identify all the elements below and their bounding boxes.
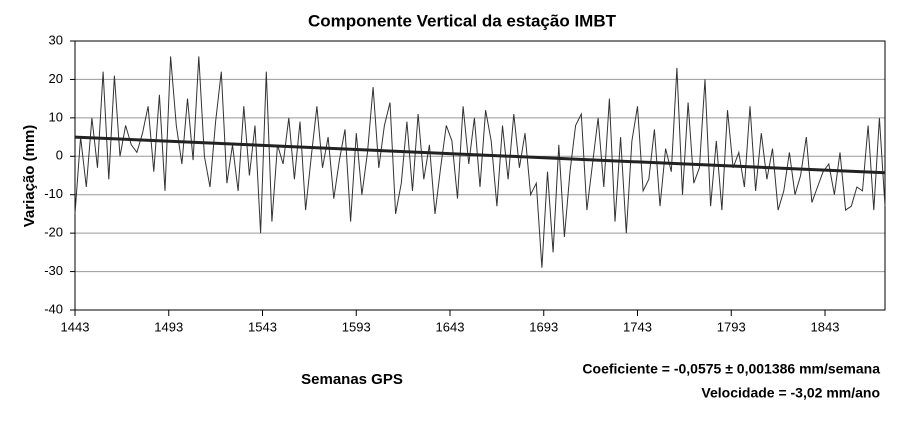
x-tick-label: 1593: [342, 319, 371, 334]
x-tick-label: 1793: [717, 319, 746, 334]
y-tick-label: -20: [44, 225, 63, 240]
trend-line: [74, 135, 886, 175]
x-tick-label: 1543: [248, 319, 277, 334]
x-tick-label: 1443: [61, 319, 90, 334]
x-tick-label: 1693: [529, 319, 558, 334]
y-tick-label: 10: [49, 109, 63, 124]
x-axis-label: Semanas GPS: [301, 371, 403, 388]
y-axis-label: Variação (mm): [21, 125, 38, 228]
y-tick-label: 30: [49, 32, 63, 47]
plot-border: [74, 40, 886, 311]
y-tick-label: 20: [49, 71, 63, 86]
chart-title: Componente Vertical da estação IMBT: [308, 11, 617, 30]
x-tick-label: 1743: [623, 319, 652, 334]
annotation: Velocidade = -3,02 mm/ano: [701, 385, 880, 401]
data-line: [74, 56, 886, 268]
y-tick-label: 0: [56, 148, 63, 163]
y-tick-label: -40: [44, 301, 63, 316]
annotation: Coeficiente = -0,0575 ± 0,001386 mm/sema…: [582, 361, 880, 377]
x-tick-label: 1493: [154, 319, 183, 334]
y-tick-label: -10: [44, 186, 63, 201]
x-tick-label: 1643: [436, 319, 465, 334]
y-tick-label: -30: [44, 263, 63, 278]
x-tick-label: 1843: [811, 319, 840, 334]
